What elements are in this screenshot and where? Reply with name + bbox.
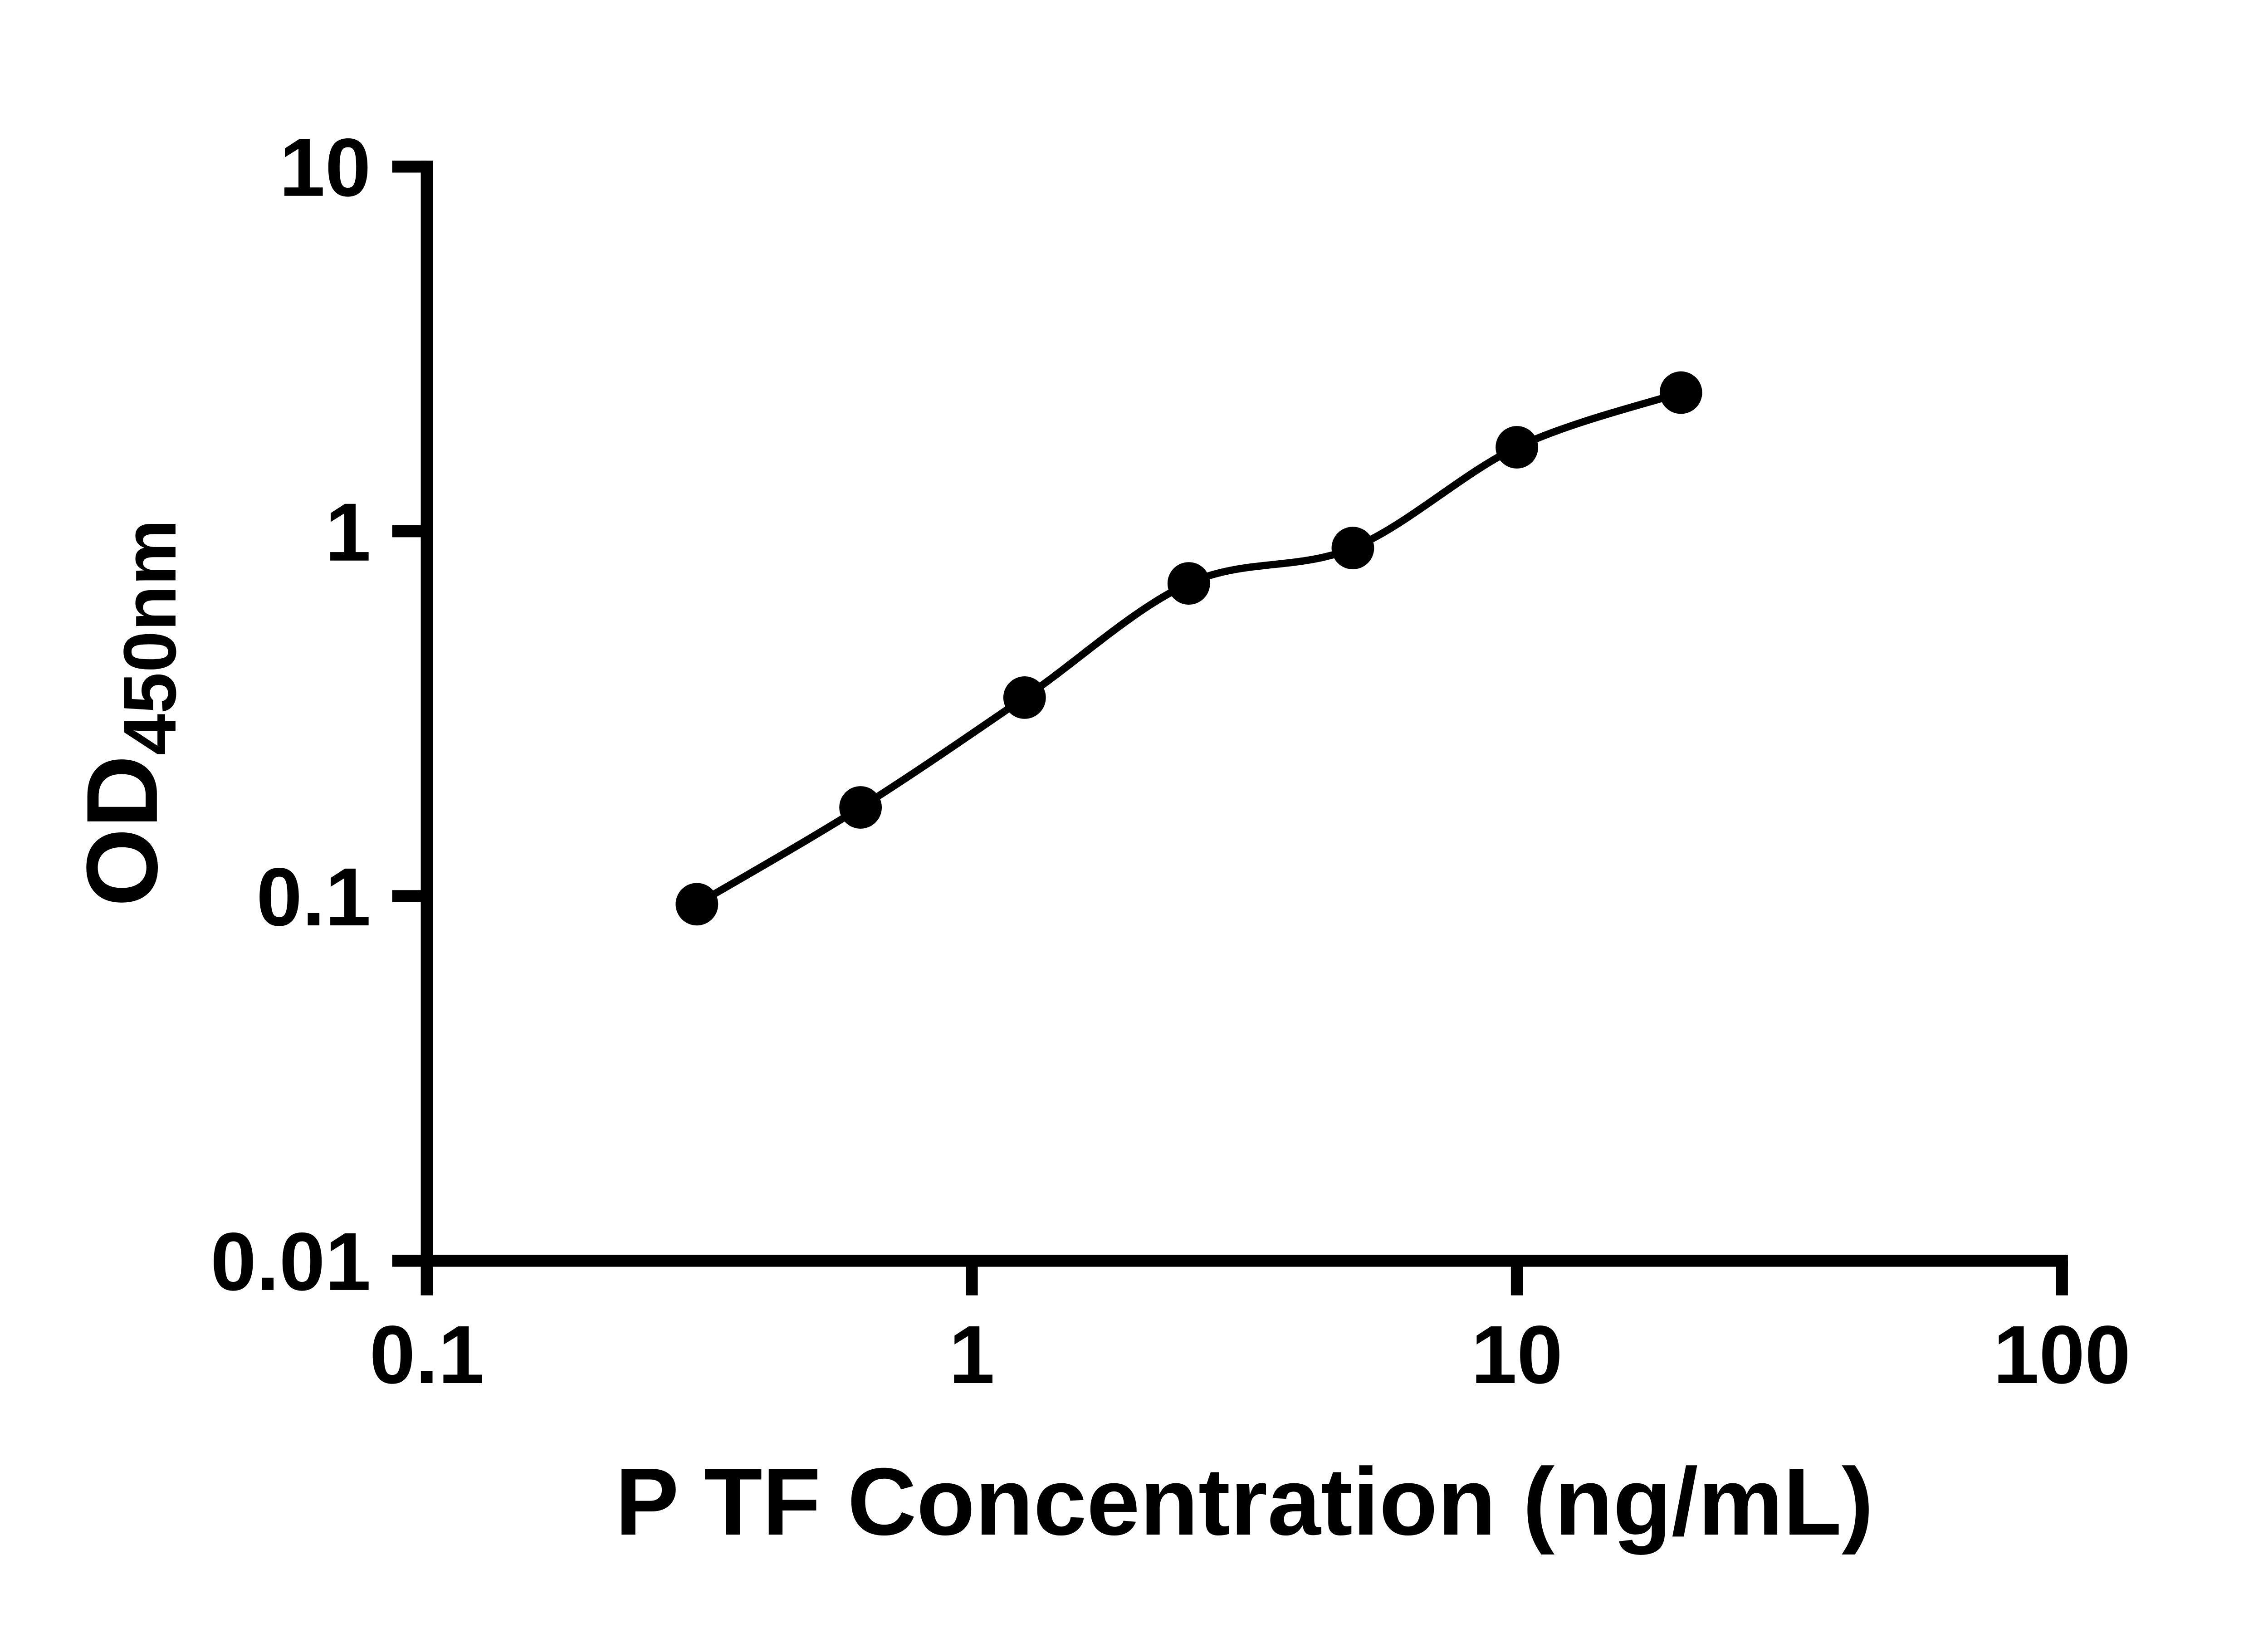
- y-tick-label: 10: [279, 121, 371, 213]
- y-tick-label: 0.01: [210, 1215, 371, 1307]
- data-point-marker: [1659, 371, 1702, 414]
- x-tick-label: 0.1: [370, 1309, 484, 1401]
- x-tick-label: 100: [1993, 1309, 2131, 1401]
- elisa-standard-curve-chart: 0.1 1 10 100 0.01 0.1 1 10 P TF Concentration (…: [0, 19, 2268, 1614]
- data-point-marker: [1496, 425, 1538, 469]
- x-axis-title: P TF Concentration (ng/mL): [615, 1448, 1873, 1555]
- y-tick-label: 1: [325, 486, 371, 578]
- standard-curve-line: [693, 389, 1685, 908]
- data-point-marker: [1331, 526, 1374, 569]
- data-point-marker: [839, 786, 882, 829]
- series-layer: [675, 371, 1702, 925]
- data-point-marker: [1167, 562, 1210, 605]
- data-point-marker: [1003, 676, 1046, 719]
- x-tick-label: 1: [949, 1309, 995, 1401]
- data-point-marker: [675, 882, 719, 925]
- y-tick-label: 0.1: [256, 851, 371, 943]
- axis-titles: P TF Concentration (ng/mL) OD450nm: [66, 519, 1873, 1555]
- y-axis-title-sub: 450nm: [108, 519, 191, 755]
- y-axis-title-main: OD: [66, 755, 179, 906]
- x-tick-label: 10: [1471, 1309, 1563, 1401]
- y-axis-title: OD450nm: [66, 519, 191, 906]
